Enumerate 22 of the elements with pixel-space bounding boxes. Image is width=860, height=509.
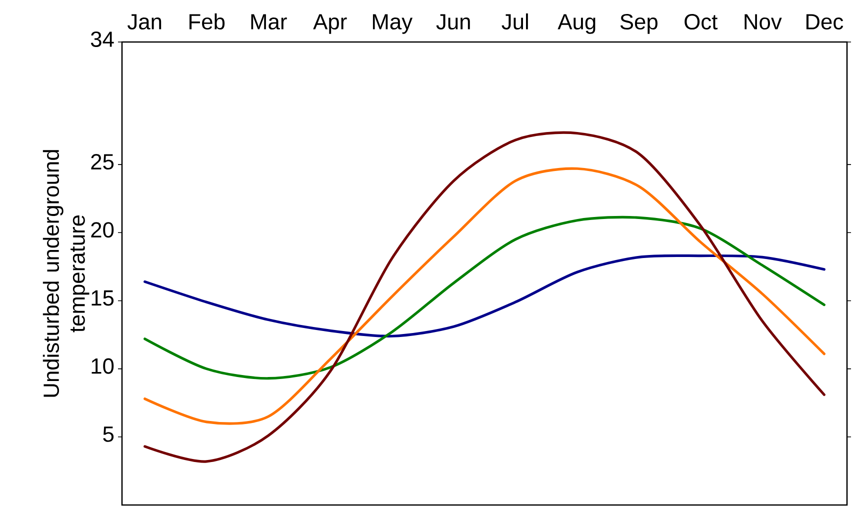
line-series <box>144 131 826 463</box>
x-tick-label: Feb <box>190 13 225 30</box>
y-tick-label: 15 <box>92 290 114 306</box>
x-tick-label: Nov <box>744 14 782 30</box>
line-series <box>144 254 826 338</box>
x-tick-label: May <box>372 14 413 34</box>
y-tick-label: 5 <box>103 426 114 442</box>
line-series <box>144 216 826 380</box>
y-tick-label: 20 <box>91 222 114 238</box>
x-tick-label: Apr <box>313 14 347 34</box>
y-tick-label: 34 <box>90 31 114 47</box>
y-tick-label: 25 <box>91 154 114 170</box>
x-tick-label: Aug <box>558 14 596 34</box>
y-axis-title: Undisturbed underground temperature <box>42 150 90 397</box>
x-tick-label: Jul <box>502 13 528 30</box>
x-tick-label: Mar <box>251 14 287 30</box>
x-tick-label: Dec <box>806 14 844 30</box>
y-tick-label: 10 <box>92 358 114 374</box>
x-tick-label: Sep <box>620 14 658 34</box>
x-tick-label: Jan <box>128 14 162 30</box>
x-tick-label: Jun <box>436 14 470 30</box>
x-tick-label: Oct <box>684 14 718 30</box>
